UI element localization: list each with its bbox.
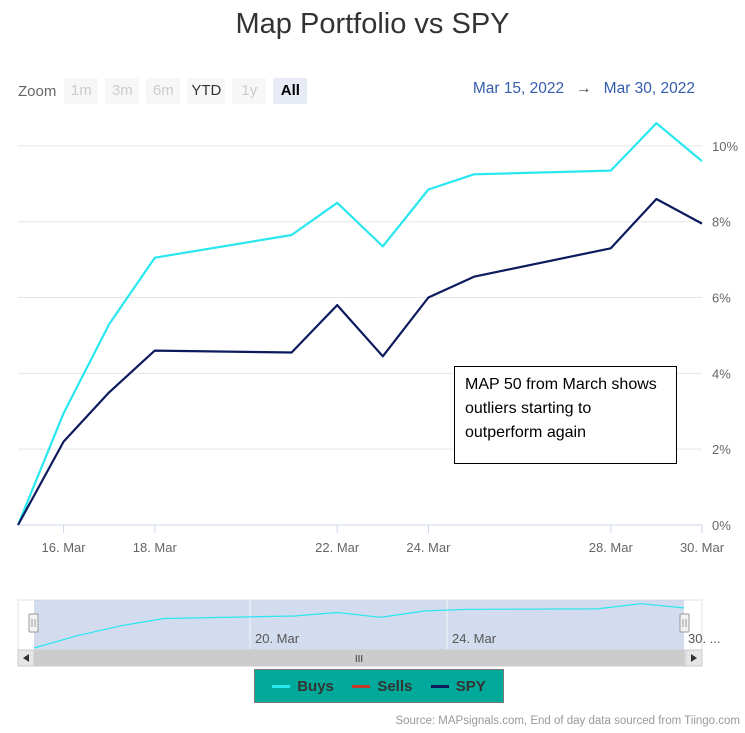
y-tick-label: 2% [712, 442, 731, 457]
series-lines [16, 122, 703, 526]
legend-swatch [430, 684, 449, 688]
navigator-label: 20. Mar [255, 631, 300, 646]
x-axis: 16. Mar 18. Mar 22. Mar 24. Mar 28. Mar 30. M… [42, 525, 725, 555]
navigator[interactable]: 20. Mar 24. Mar 30. ... [17, 599, 721, 651]
scrollbar-thumb[interactable] [34, 650, 685, 666]
date-range: Mar 15, 2022 → Mar 30, 2022 [473, 80, 695, 98]
x-tick-label: 28. Mar [589, 540, 634, 555]
legend-item-buys[interactable]: Buys [272, 678, 334, 695]
navigator-label: 24. Mar [452, 631, 497, 646]
navigator-label: 30. ... [688, 631, 721, 646]
x-tick-label: 18. Mar [133, 540, 178, 555]
legend-label: SPY [455, 677, 486, 695]
x-tick-label: 22. Mar [315, 540, 360, 555]
zoom-1m-button[interactable]: 1m [64, 78, 99, 104]
chart-title: Map Portfolio vs SPY [235, 8, 510, 40]
scrollbar-grip: III [355, 654, 363, 665]
series-line-spy [17, 197, 703, 526]
range-to-input[interactable]: Mar 30, 2022 [603, 80, 695, 97]
zoom-6m-button[interactable]: 6m [146, 78, 181, 104]
y-tick-label: 6% [712, 291, 731, 306]
legend: Buys Sells SPY [254, 669, 504, 703]
legend-swatch [272, 684, 291, 688]
range-from-input[interactable]: Mar 15, 2022 [472, 80, 565, 97]
zoom-ytd-button[interactable]: YTD [187, 78, 226, 104]
y-tick-label: 4% [712, 366, 731, 381]
zoom-bar: Zoom 1m 3m 6m YTD 1y All [18, 78, 314, 104]
zoom-label: Zoom [18, 82, 57, 100]
y-tick-label: 10% [712, 139, 738, 154]
grid-lines [18, 145, 702, 526]
annotation-box: MAP 50 from March shows outliers startin… [454, 366, 677, 464]
zoom-all-button[interactable]: All [273, 78, 308, 104]
zoom-3m-button[interactable]: 3m [105, 78, 140, 104]
x-tick-label: 24. Mar [406, 540, 451, 555]
legend-item-sells[interactable]: Sells [352, 678, 412, 695]
navigator-mask [34, 600, 684, 650]
arrow-left-icon [23, 654, 29, 662]
navigator-right-handle[interactable] [679, 613, 690, 633]
range-arrow: → [576, 80, 592, 97]
y-tick-label: 8% [712, 215, 731, 230]
legend-label: Sells [377, 677, 413, 695]
source-note: Source: MAPsignals.com, End of day data … [395, 715, 740, 727]
legend-label: Buys [297, 677, 334, 695]
navigator-left-handle[interactable] [28, 613, 39, 633]
legend-item-spy[interactable]: SPY [430, 677, 486, 695]
zoom-1y-button[interactable]: 1y [232, 78, 267, 104]
arrow-right-icon [691, 654, 697, 662]
navigator-series [33, 603, 685, 649]
x-tick-label: 16. Mar [42, 540, 87, 555]
x-tick-label: 30. Mar [680, 540, 725, 555]
y-tick-label: 0% [712, 518, 731, 533]
legend-swatch [352, 684, 371, 688]
series-line-buys [16, 122, 703, 526]
scrollbar[interactable]: III [17, 649, 703, 667]
y-axis: 0% 2% 4% 6% 8% 10% [712, 139, 738, 533]
